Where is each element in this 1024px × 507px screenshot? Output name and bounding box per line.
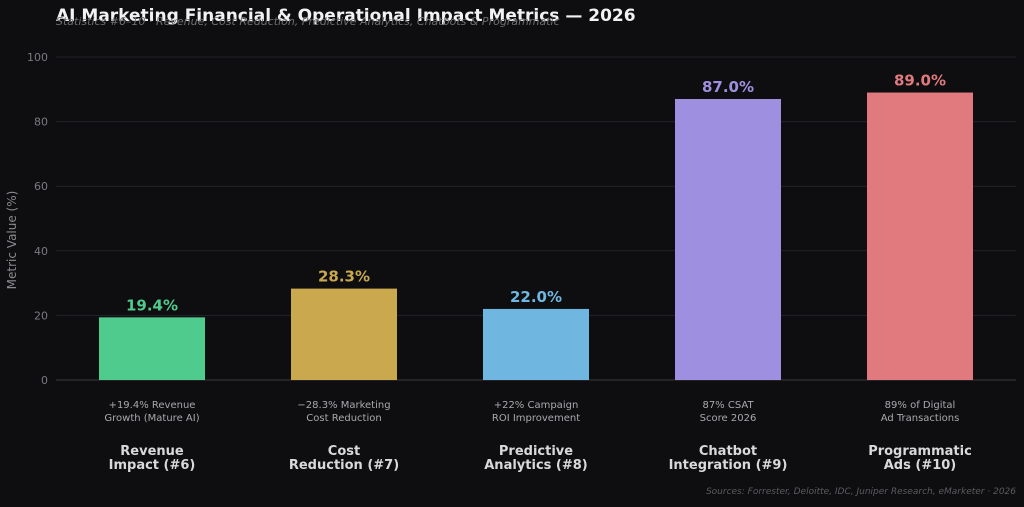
- bar-sub-label: Ad Transactions: [881, 413, 960, 424]
- bar: [675, 98, 781, 381]
- bar-sub-label: Cost Reduction: [306, 413, 381, 424]
- chart-title: AI Marketing Financial & Operational Imp…: [56, 6, 636, 26]
- bar: [867, 92, 973, 380]
- bar-sub-label: −28.3% Marketing: [297, 400, 390, 411]
- y-axis-ticks: 0 20 40 60 80 100: [27, 51, 48, 387]
- source-note: Sources: Forrester, Deloitte, IDC, Junip…: [706, 487, 1016, 497]
- y-axis-label: Metric Value (%): [5, 191, 19, 290]
- y-tick-label: 60: [34, 180, 48, 193]
- y-tick-label: 80: [34, 116, 48, 129]
- bar-sub-label: Score 2026: [700, 413, 757, 424]
- x-tick-label: Revenue: [120, 444, 184, 459]
- bar-sub-label: Growth (Mature AI): [104, 413, 199, 424]
- y-tick-label: 0: [41, 374, 48, 387]
- data-label: 19.4%: [126, 296, 178, 314]
- x-tick-label: Ads (#10): [884, 458, 957, 473]
- x-tick-label: Integration (#9): [669, 458, 788, 473]
- data-label: 87.0%: [702, 78, 754, 96]
- x-tick-label: Programmatic: [868, 444, 972, 459]
- chart-subtitle: Statistics #6–10 · Revenue, Cost Reducti…: [56, 15, 560, 28]
- bar-sub-label: +22% Campaign: [494, 400, 579, 411]
- x-tick-label: Predictive: [499, 444, 573, 459]
- bar: [99, 317, 205, 380]
- data-label: 22.0%: [510, 288, 562, 306]
- bar-sub-label: 89% of Digital: [885, 400, 956, 411]
- bar-sub-label: +19.4% Revenue: [109, 400, 196, 411]
- x-tick-label: Reduction (#7): [289, 458, 399, 473]
- bars: 19.4% 28.3% 22.0% 87.0% 89.0%: [99, 72, 973, 381]
- x-tick-label: Impact (#6): [109, 458, 196, 473]
- bar-sub-label: ROI Improvement: [492, 413, 580, 424]
- data-label: 89.0%: [894, 72, 946, 90]
- y-tick-label: 40: [34, 245, 48, 258]
- x-tick-label: Cost: [328, 444, 360, 459]
- y-tick-label: 20: [34, 309, 48, 322]
- x-tick-label: Analytics (#8): [484, 458, 587, 473]
- y-tick-label: 100: [27, 51, 48, 64]
- data-label: 28.3%: [318, 268, 370, 286]
- bar-sub-label: 87% CSAT: [702, 400, 754, 411]
- bar: [291, 288, 397, 380]
- x-tick-label: Chatbot: [699, 444, 757, 459]
- bar: [483, 308, 589, 380]
